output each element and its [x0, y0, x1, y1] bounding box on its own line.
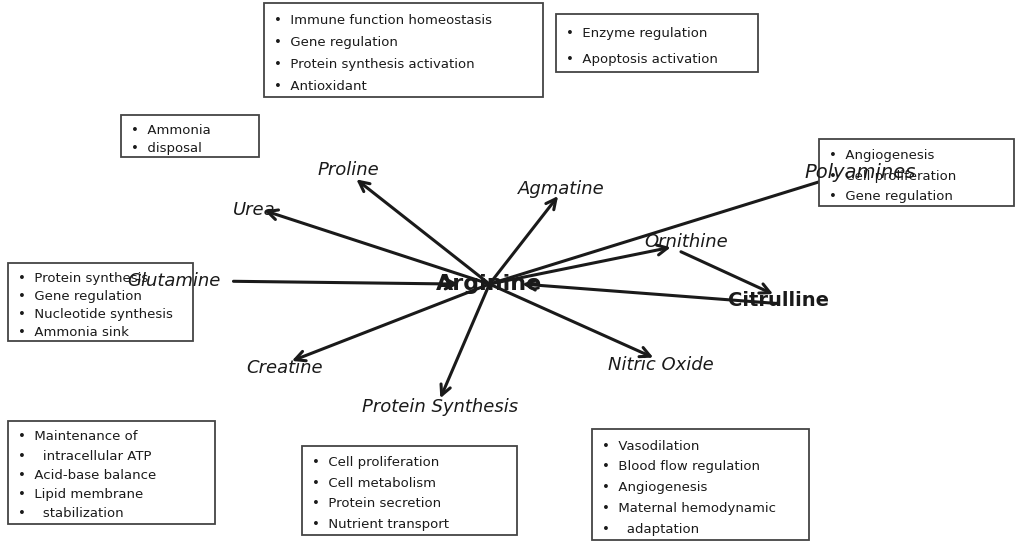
Text: •  Angiogenesis: • Angiogenesis	[829, 149, 935, 163]
Text: •  Maintenance of: • Maintenance of	[18, 431, 138, 443]
Bar	[8, 263, 193, 341]
Text: Urea: Urea	[232, 201, 275, 219]
Text: •  Apoptosis activation: • Apoptosis activation	[566, 53, 718, 66]
Text: •  Maternal hemodynamic: • Maternal hemodynamic	[602, 502, 776, 515]
Bar	[302, 446, 517, 535]
Text: •    adaptation: • adaptation	[602, 524, 699, 536]
Bar	[121, 115, 259, 157]
Bar	[264, 3, 543, 97]
Text: Citrulline: Citrulline	[728, 291, 828, 310]
Text: •  Immune function homeostasis: • Immune function homeostasis	[274, 14, 493, 27]
Bar	[592, 429, 809, 540]
Text: •    stabilization: • stabilization	[18, 507, 124, 520]
Text: Creatine: Creatine	[247, 359, 323, 377]
Text: •  Gene regulation: • Gene regulation	[829, 189, 953, 203]
Text: Ornithine: Ornithine	[644, 233, 728, 251]
Bar	[8, 421, 215, 524]
Text: •  Protein synthesis: • Protein synthesis	[18, 272, 148, 285]
Bar	[556, 14, 758, 72]
Text: •  Gene regulation: • Gene regulation	[274, 36, 398, 49]
Text: •  Lipid membrane: • Lipid membrane	[18, 488, 143, 501]
Text: •  Nutrient transport: • Nutrient transport	[312, 518, 450, 531]
Text: •  Cell proliferation: • Cell proliferation	[829, 169, 956, 183]
Text: •  Ammonia sink: • Ammonia sink	[18, 326, 129, 339]
Text: •  Cell proliferation: • Cell proliferation	[312, 456, 439, 469]
Text: •  Protein secretion: • Protein secretion	[312, 497, 441, 510]
Text: •  Blood flow regulation: • Blood flow regulation	[602, 461, 760, 473]
Text: •  Ammonia: • Ammonia	[131, 124, 211, 137]
Text: Proline: Proline	[317, 161, 379, 179]
Text: Agmatine: Agmatine	[518, 180, 604, 198]
Text: •  Protein synthesis activation: • Protein synthesis activation	[274, 58, 475, 71]
Bar	[819, 139, 1014, 206]
Text: Protein Synthesis: Protein Synthesis	[362, 398, 518, 416]
Text: •  Nucleotide synthesis: • Nucleotide synthesis	[18, 308, 173, 321]
Text: Glutamine: Glutamine	[127, 272, 221, 290]
Text: •  Antioxidant: • Antioxidant	[274, 80, 368, 93]
Text: •  Enzyme regulation: • Enzyme regulation	[566, 27, 708, 40]
Text: •  Acid-base balance: • Acid-base balance	[18, 469, 157, 482]
Text: Polyamines: Polyamines	[805, 163, 915, 182]
Text: •  Gene regulation: • Gene regulation	[18, 290, 142, 303]
Text: •  Cell metabolism: • Cell metabolism	[312, 477, 436, 490]
Text: •  Vasodilation: • Vasodilation	[602, 439, 699, 452]
Text: •    intracellular ATP: • intracellular ATP	[18, 449, 152, 463]
Text: Nitric Oxide: Nitric Oxide	[607, 356, 714, 374]
Text: •  disposal: • disposal	[131, 142, 202, 155]
Text: Arginine: Arginine	[436, 274, 543, 294]
Text: •  Angiogenesis: • Angiogenesis	[602, 481, 708, 495]
